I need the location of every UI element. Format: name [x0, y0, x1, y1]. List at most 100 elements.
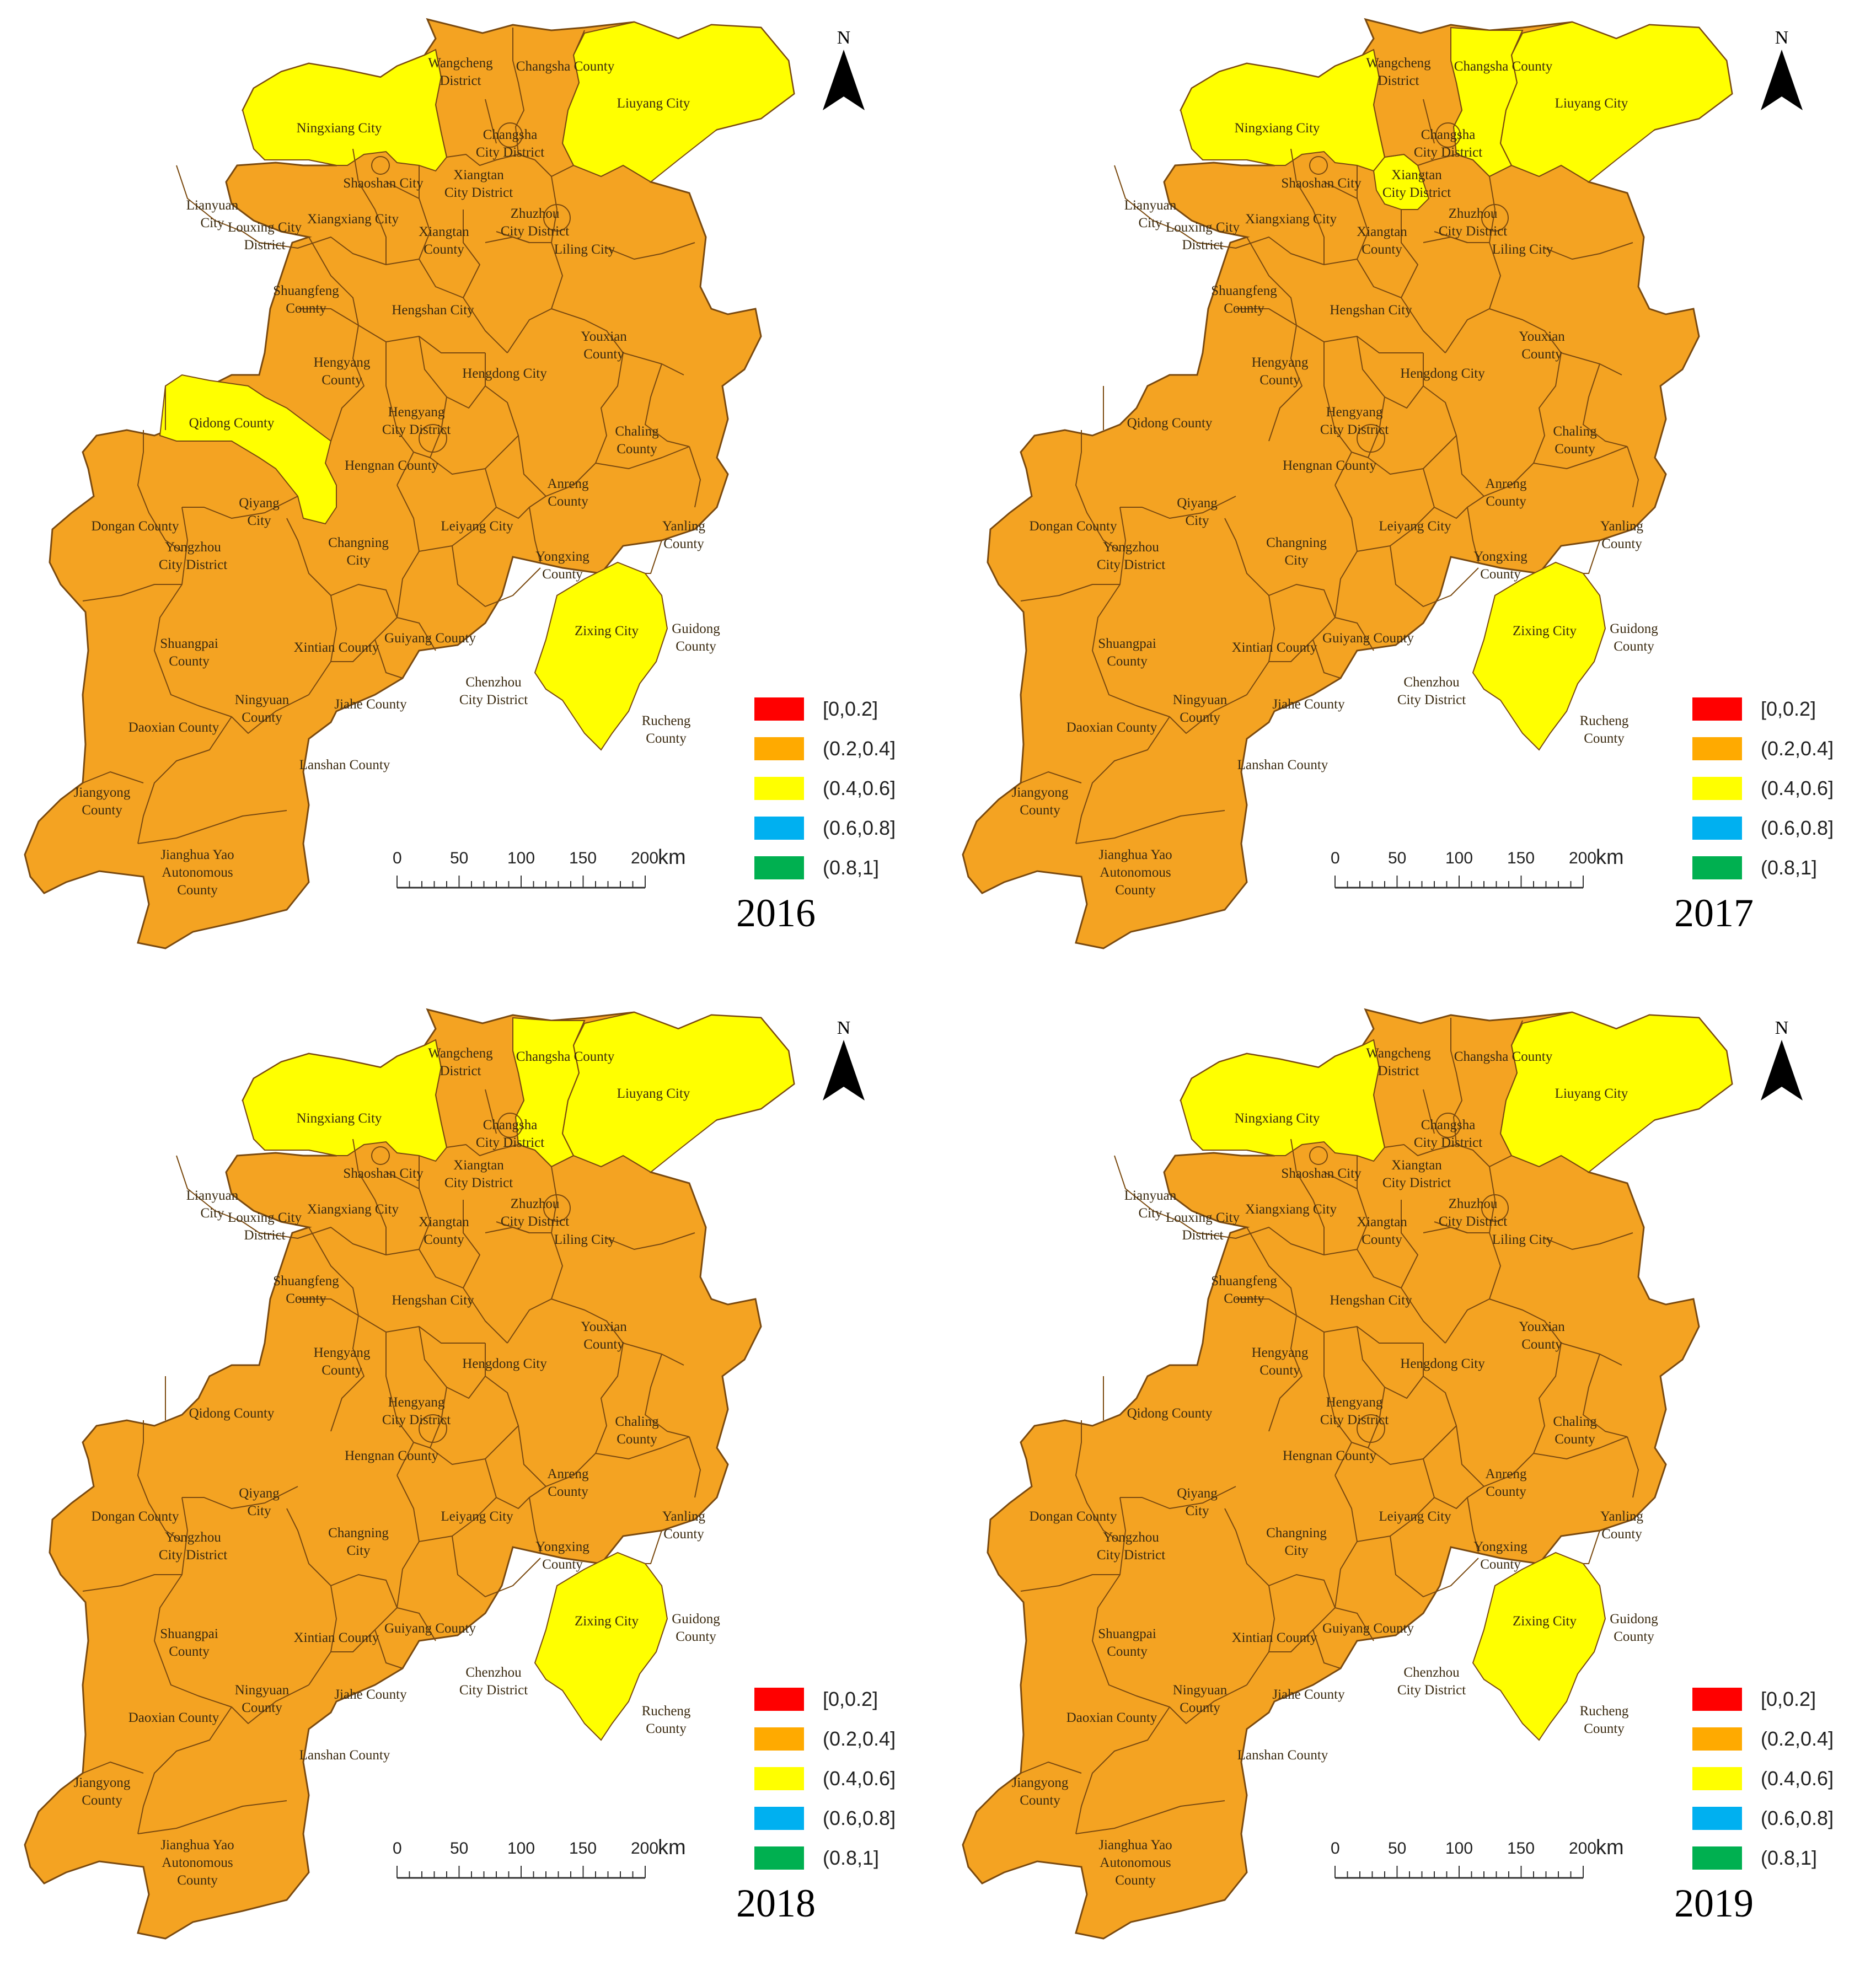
region-label-shuangpai-county: Shuangpai County — [1098, 636, 1156, 669]
region-label-changning-city: Changning City — [328, 1526, 389, 1558]
district-boundary — [543, 204, 571, 232]
county-boundary — [1075, 1706, 1170, 1834]
region-label-dongan-county: Dongan County — [91, 1509, 179, 1524]
region-label-guiyang-county: Guiyang County — [384, 631, 476, 646]
county-boundary — [551, 308, 684, 375]
region-label-anreng-county: Anreng County — [548, 476, 589, 509]
choropleth-map: Wangcheng District Changsha County Liuyang … — [24, 1008, 795, 1940]
district-boundary — [371, 156, 390, 175]
region-label-qidong-county: Qidong County — [189, 1406, 275, 1421]
county-boundary — [352, 148, 387, 265]
county-boundary — [231, 1684, 309, 1724]
county-boundary — [689, 446, 701, 508]
scale-unit: km — [1596, 846, 1624, 869]
region-label-changsha-city-district: Changsha City District — [476, 1118, 544, 1150]
region-label-guiyang-county: Guiyang County — [384, 1621, 476, 1636]
county-boundary — [595, 1343, 624, 1454]
region-label-louxing-city-district: Louxing City District — [1166, 1210, 1240, 1243]
scale-tick-label: 50 — [1388, 1839, 1407, 1857]
county-boundary — [1423, 468, 1468, 519]
region-label-qiyang-city: Qiyang City — [1177, 496, 1218, 528]
county-boundary — [485, 353, 546, 497]
north-arrow-icon — [1761, 50, 1803, 110]
county-boundary — [82, 1574, 182, 1592]
district-boundary — [1481, 1194, 1509, 1222]
region-label-chaling-county: Chaling County — [615, 1414, 659, 1447]
legend-label: [0,0.2] — [1761, 697, 1816, 720]
county-boundary — [689, 1436, 701, 1498]
county-boundary — [137, 1420, 183, 1542]
region-label-zixing-city: Zixing City — [1513, 624, 1577, 638]
region-label-daoxian-county: Daoxian County — [1066, 1710, 1157, 1725]
legend-item: (0.6,0.8] — [754, 817, 896, 840]
region-label-guiyang-county: Guiyang County — [1322, 1621, 1414, 1636]
scale-tick-label: 200 — [1569, 849, 1597, 867]
county-boundary — [330, 325, 365, 442]
county-boundary — [1169, 694, 1247, 734]
district-boundary — [1357, 424, 1385, 453]
scale-bar-line — [1334, 876, 1584, 889]
region-label-rucheng-county: Rucheng County — [1580, 1704, 1629, 1736]
legend-item: (0.6,0.8] — [754, 1807, 896, 1830]
county-boundary — [485, 468, 530, 519]
province-outline — [962, 1008, 1733, 1940]
legend-label: (0.4,0.6] — [1761, 777, 1834, 799]
scale-tick-label: 150 — [569, 1839, 597, 1857]
region-label-lianyuan-city: Lianyuan City — [1124, 198, 1177, 230]
legend-item: (0.4,0.6] — [1692, 777, 1834, 800]
county-boundary — [1357, 165, 1402, 298]
region-label-hengnan-county: Hengnan County — [1283, 458, 1377, 473]
county-boundary — [137, 1800, 287, 1834]
region-label-changning-city: Changning City — [1266, 1526, 1327, 1558]
region-label-lianyuan-city: Lianyuan City — [186, 198, 239, 230]
county-boundary — [645, 1354, 690, 1437]
region-label-yongxing-county: Yongxing County — [1473, 549, 1527, 582]
scale-tick-label: 150 — [1507, 849, 1535, 867]
region-label-rucheng-county: Rucheng County — [1580, 713, 1629, 746]
county-boundary — [1290, 148, 1325, 265]
region-label-chenzhou-city-district: Chenzhou City District — [1397, 675, 1466, 707]
region-label-shaoshan-city: Shaoshan City — [1281, 176, 1362, 191]
legend-item: (0.6,0.8] — [1692, 817, 1834, 840]
region-label-ningxiang-city: Ningxiang City — [1235, 121, 1320, 136]
county-boundary — [1500, 30, 1523, 166]
county-boundary — [374, 639, 403, 679]
scale-tick-label: 50 — [450, 1839, 469, 1857]
legend-item: (0.2,0.4] — [754, 1727, 896, 1751]
scale-tick-label: 200 — [631, 1839, 659, 1857]
county-boundary — [352, 1139, 387, 1255]
region-label-lianyuan-city: Lianyuan City — [1124, 1188, 1177, 1221]
county-boundary — [485, 237, 530, 243]
county-boundary — [1269, 617, 1336, 662]
region-label-daoxian-county: Daoxian County — [128, 1710, 219, 1725]
county-boundary — [330, 584, 436, 651]
county-boundary — [419, 1156, 464, 1289]
legend-item: (0.2,0.4] — [1692, 1727, 1834, 1751]
region-label-leiyang-city: Leiyang City — [441, 1509, 513, 1524]
region-ningxiang-city — [242, 49, 448, 172]
region-label-shuangfeng-county: Shuangfeng County — [1211, 1274, 1277, 1306]
county-boundary — [137, 810, 287, 844]
county-boundary — [463, 1200, 508, 1344]
year-label: 2019 — [1674, 1881, 1754, 1925]
region-label-wangcheng-district: Wangcheng District — [1366, 56, 1431, 88]
county-boundary — [1236, 308, 1297, 326]
region-label-jianghua-yao-autonomous-county: Jianghua Yao Autonomous County — [1098, 1838, 1172, 1888]
county-boundary — [1075, 810, 1225, 844]
region-label-changning-city: Changning City — [1266, 535, 1327, 568]
region-label-changsha-county: Changsha County — [1454, 1049, 1553, 1064]
county-boundary — [1423, 353, 1484, 497]
county-boundary — [1236, 1298, 1297, 1316]
region-label-zhuzhou-city-district: Zhuzhou City District — [501, 1196, 569, 1229]
scale-tick-label: 0 — [393, 1839, 402, 1857]
county-boundary — [1489, 1298, 1622, 1366]
region-label-jiahe-county: Jiahe County — [1272, 1687, 1345, 1702]
county-boundary — [452, 1536, 541, 1597]
county-boundary — [562, 1020, 585, 1156]
county-boundary — [529, 463, 596, 563]
county-boundary — [1180, 1100, 1275, 1156]
county-boundary — [1423, 99, 1435, 144]
region-label-chenzhou-city-district: Chenzhou City District — [459, 675, 528, 707]
legend-swatch — [1692, 737, 1742, 760]
district-boundary — [1435, 122, 1461, 148]
